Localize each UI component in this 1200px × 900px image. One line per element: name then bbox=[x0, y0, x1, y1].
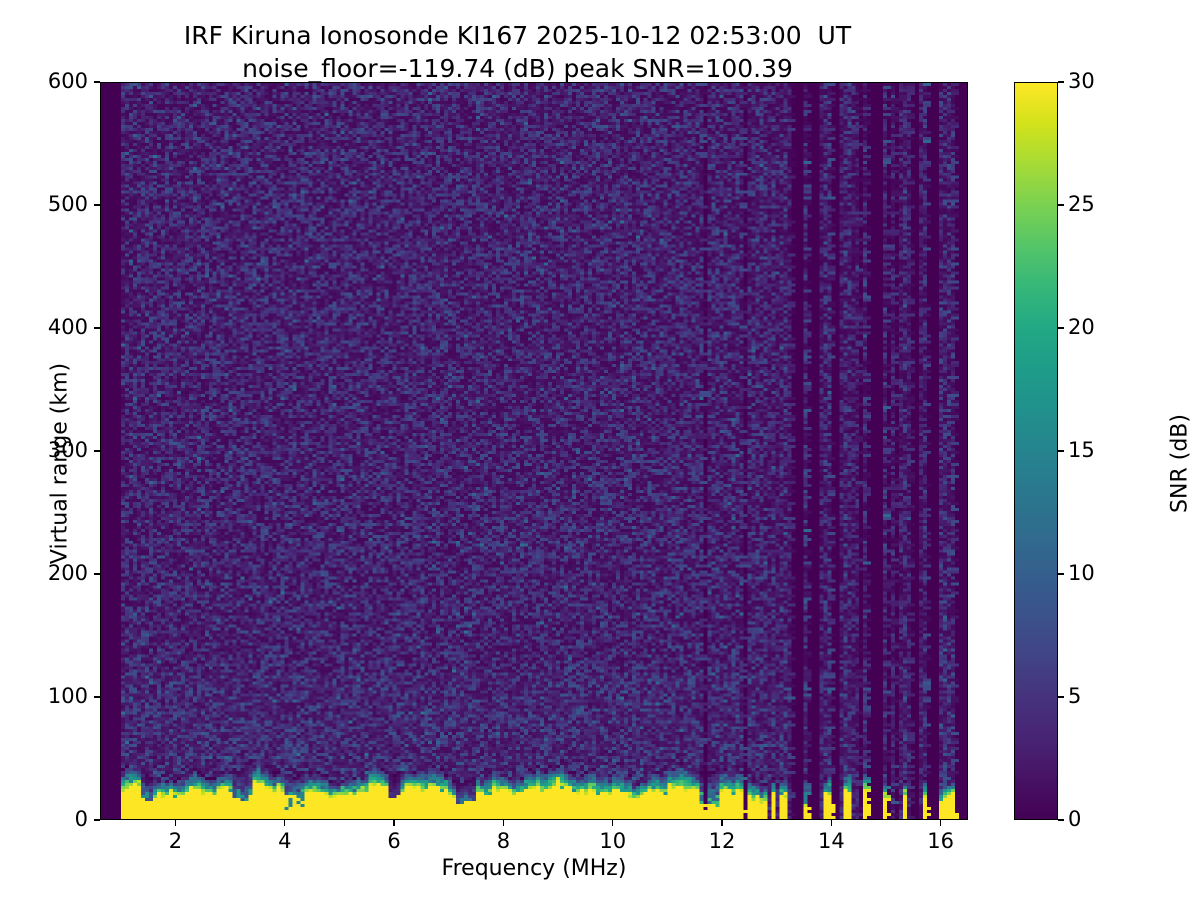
colorbar-tick-label: 20 bbox=[1068, 315, 1095, 339]
title-line-2: noise_floor=-119.74 (dB) peak SNR=100.39 bbox=[242, 53, 793, 83]
colorbar bbox=[1014, 82, 1058, 820]
y-tick-mark bbox=[94, 696, 100, 698]
x-tick-mark bbox=[284, 820, 286, 826]
x-tick-label: 14 bbox=[817, 829, 845, 853]
y-tick-label: 500 bbox=[47, 192, 88, 216]
colorbar-tick-mark bbox=[1058, 450, 1064, 452]
colorbar-tick-label: 15 bbox=[1068, 438, 1095, 462]
y-tick-mark bbox=[94, 573, 100, 575]
colorbar-tick-label: 0 bbox=[1068, 807, 1082, 831]
x-tick-label: 6 bbox=[387, 829, 401, 853]
colorbar-label: SNR (dB) bbox=[1167, 414, 1193, 513]
colorbar-tick-mark bbox=[1058, 573, 1064, 575]
y-tick-label: 300 bbox=[47, 438, 88, 462]
x-tick-label: 12 bbox=[708, 829, 736, 853]
y-tick-label: 600 bbox=[47, 69, 88, 93]
colorbar-tick-label: 10 bbox=[1068, 561, 1095, 585]
x-tick-label: 8 bbox=[496, 829, 511, 853]
colorbar-gradient bbox=[1015, 83, 1057, 819]
y-tick-label: 200 bbox=[47, 561, 88, 585]
y-axis-label: Virtual range (km) bbox=[47, 362, 73, 565]
y-tick-mark bbox=[94, 204, 100, 206]
colorbar-tick-label: 30 bbox=[1068, 69, 1095, 93]
y-tick-mark bbox=[94, 327, 100, 329]
x-tick-mark bbox=[939, 820, 942, 826]
x-tick-mark bbox=[721, 820, 723, 826]
y-tick-label: 400 bbox=[47, 315, 88, 339]
x-tick-mark bbox=[830, 820, 833, 826]
x-tick-label: 10 bbox=[599, 829, 627, 853]
x-tick-mark bbox=[393, 820, 395, 826]
colorbar-tick-mark bbox=[1058, 327, 1064, 329]
colorbar-tick-label: 5 bbox=[1068, 684, 1082, 708]
y-tick-mark bbox=[94, 450, 100, 452]
y-tick-label: 0 bbox=[74, 807, 88, 831]
colorbar-tick-label: 25 bbox=[1068, 192, 1095, 216]
colorbar-tick-mark bbox=[1058, 819, 1064, 821]
x-tick-label: 4 bbox=[278, 829, 292, 853]
colorbar-tick-mark bbox=[1058, 81, 1064, 83]
y-tick-mark bbox=[94, 81, 100, 83]
colorbar-tick-mark bbox=[1058, 204, 1064, 206]
x-tick-mark bbox=[612, 820, 614, 826]
x-tick-mark bbox=[174, 820, 177, 826]
title-line-1: IRF Kiruna Ionosonde KI167 2025-10-12 02… bbox=[183, 21, 852, 50]
x-tick-mark bbox=[502, 820, 505, 826]
plot-axes bbox=[100, 82, 968, 820]
x-axis-label: Frequency (MHz) bbox=[441, 856, 627, 881]
y-tick-label: 100 bbox=[47, 684, 88, 708]
y-tick-mark bbox=[94, 819, 100, 821]
colorbar-tick-mark bbox=[1058, 696, 1064, 698]
x-tick-label: 2 bbox=[168, 829, 183, 853]
chart-title: IRF Kiruna Ionosonde KI167 2025-10-12 02… bbox=[0, 20, 1035, 85]
ionogram-heatmap bbox=[101, 83, 967, 819]
x-tick-label: 16 bbox=[927, 829, 955, 853]
